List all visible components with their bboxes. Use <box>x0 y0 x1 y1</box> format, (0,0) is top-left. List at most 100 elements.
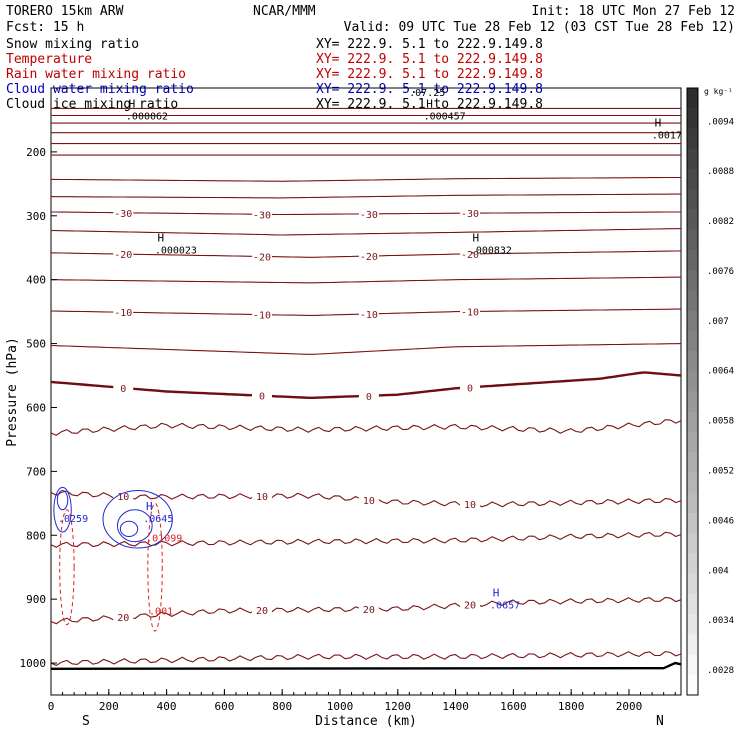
x-tick-label: 400 <box>157 700 177 713</box>
colorbar-swatch <box>687 452 698 473</box>
colorbar-swatch <box>687 472 698 494</box>
temperature-contour-label: 0 <box>366 392 372 403</box>
colorbar-swatch <box>687 189 698 210</box>
contour-label-bg <box>251 389 272 402</box>
colorbar-swatch <box>687 674 698 696</box>
colorbar-tick-label: .0064 <box>707 367 734 377</box>
max-marker: H <box>655 117 662 130</box>
legend-xy: XY= 222.9. 5.1 to 222.9.149.8 <box>316 37 543 52</box>
y-tick-label: 500 <box>26 338 46 351</box>
temperature-contour-label: 0 <box>120 384 126 395</box>
contour-label-bg <box>358 250 379 263</box>
max-marker: H <box>129 98 136 111</box>
colorbar-frame <box>686 87 699 696</box>
colorbar-tick-label: .0034 <box>707 616 734 626</box>
colorbar: g kg⁻¹ .0094 .0088 .0082 .0076 .007 .0064 .0058… <box>686 87 734 696</box>
cloud-water-contours <box>53 486 173 632</box>
temperature-contour-label: -20 <box>461 250 479 261</box>
temperature-contour-label: -10 <box>461 307 479 318</box>
x-tick-label: 1600 <box>500 700 527 713</box>
legend-entry: Rain water mixing ratio <box>6 67 186 82</box>
temperature-contour <box>50 193 681 199</box>
temperature-contour-label: 10 <box>464 500 476 511</box>
temperature-contour-label: 20 <box>363 605 375 616</box>
x-tick-label: 1000 <box>327 700 354 713</box>
colorbar-swatch <box>687 431 698 453</box>
temperature-contour <box>50 419 682 436</box>
y-axis-label: Pressure (hPa) <box>5 337 20 447</box>
contour-label-bg <box>113 610 134 623</box>
max-value: .000023 <box>155 246 197 257</box>
contour-label-bg <box>358 389 379 402</box>
colorbar-tick-label: .0052 <box>707 466 734 476</box>
colorbar-tick-label: .0082 <box>707 217 734 227</box>
colorbar-swatch <box>687 553 698 575</box>
max-marker: H <box>473 232 480 245</box>
max-value: .0645 <box>143 514 173 525</box>
y-tick-label: 700 <box>26 465 46 478</box>
contour-label-bg <box>251 490 272 503</box>
colorbar-swatch <box>687 209 698 231</box>
temperature-contour <box>51 176 681 182</box>
contour-label-bg <box>460 598 481 611</box>
temperature-contour-label: -30 <box>461 209 479 220</box>
colorbar-tick-label: .0028 <box>707 666 734 676</box>
y-axis: 200 300 400 500 600 700 800 900 1000 <box>20 146 57 670</box>
colorbar-swatch <box>687 533 698 554</box>
x-axis: 0 200 400 600 800 1000 1200 1400 1600 1800 2000 <box>48 689 676 713</box>
contour-label-bg <box>358 493 379 506</box>
contour-label-bg <box>251 308 272 321</box>
colorbar-unit: g kg⁻¹ <box>704 87 733 96</box>
colorbar-swatch <box>687 310 698 332</box>
colorbar-swatch <box>687 351 698 372</box>
colorbar-tick-label: .0094 <box>707 117 734 127</box>
y-tick-label: 200 <box>26 146 46 159</box>
colorbar-swatch <box>687 148 698 170</box>
x-tick-label: 800 <box>272 700 292 713</box>
colorbar-swatch <box>687 512 698 534</box>
y-tick-label: 900 <box>26 593 46 606</box>
x-tick-label: 1800 <box>558 700 585 713</box>
rain-water-contour <box>147 502 163 632</box>
temperature-contour <box>50 651 682 667</box>
max-marker: H <box>493 586 500 599</box>
colorbar-swatch <box>687 654 698 676</box>
colorbar-swatch <box>687 492 698 514</box>
colorbar-swatch <box>687 391 698 413</box>
cloud-water-contour <box>53 486 72 533</box>
x-tick-label: 600 <box>214 700 234 713</box>
cloud-water-contour <box>116 509 153 543</box>
colorbar-tick-label: .0088 <box>707 167 734 177</box>
contour-label-bg <box>251 250 272 263</box>
temperature-contour-label: -20 <box>114 250 132 261</box>
max-value: .000832 <box>470 246 512 257</box>
y-tick-label: 600 <box>26 401 46 414</box>
max-value: .0657 <box>490 600 520 611</box>
cloud-water-contour <box>56 490 69 511</box>
max-value: .0259 <box>58 514 88 525</box>
plot-frame <box>50 87 682 696</box>
contour-label-bg <box>251 208 272 221</box>
contour-label-bg <box>113 248 134 261</box>
colorbar-tick-label: .0058 <box>707 417 734 427</box>
contour-label-bg <box>460 381 481 394</box>
temperature-contour-label: -30 <box>114 209 132 220</box>
y-tick-label: 300 <box>26 210 46 223</box>
legend-entry: Cloud ice mixing ratio <box>6 97 178 112</box>
colorbar-swatch <box>687 593 698 615</box>
temperature-contour-label: -10 <box>360 310 378 321</box>
contour-label-bg <box>113 490 134 503</box>
contour-label-bg <box>358 307 379 320</box>
max-marker: H <box>146 500 153 513</box>
temperature-contour-label: -20 <box>360 252 378 263</box>
cloud-water-contour <box>102 490 173 549</box>
center-title: NCAR/MMM <box>253 4 316 19</box>
max-value: .01099 <box>146 533 182 544</box>
colorbar-swatch <box>687 168 698 190</box>
forecast-hour: Fcst: 15 h <box>6 20 84 35</box>
max-value: .0017 <box>652 131 682 142</box>
colorbar-swatch <box>687 229 698 251</box>
colorbar-swatch <box>687 371 698 392</box>
colorbar-swatch <box>687 249 698 271</box>
max-marker: H <box>158 232 165 245</box>
